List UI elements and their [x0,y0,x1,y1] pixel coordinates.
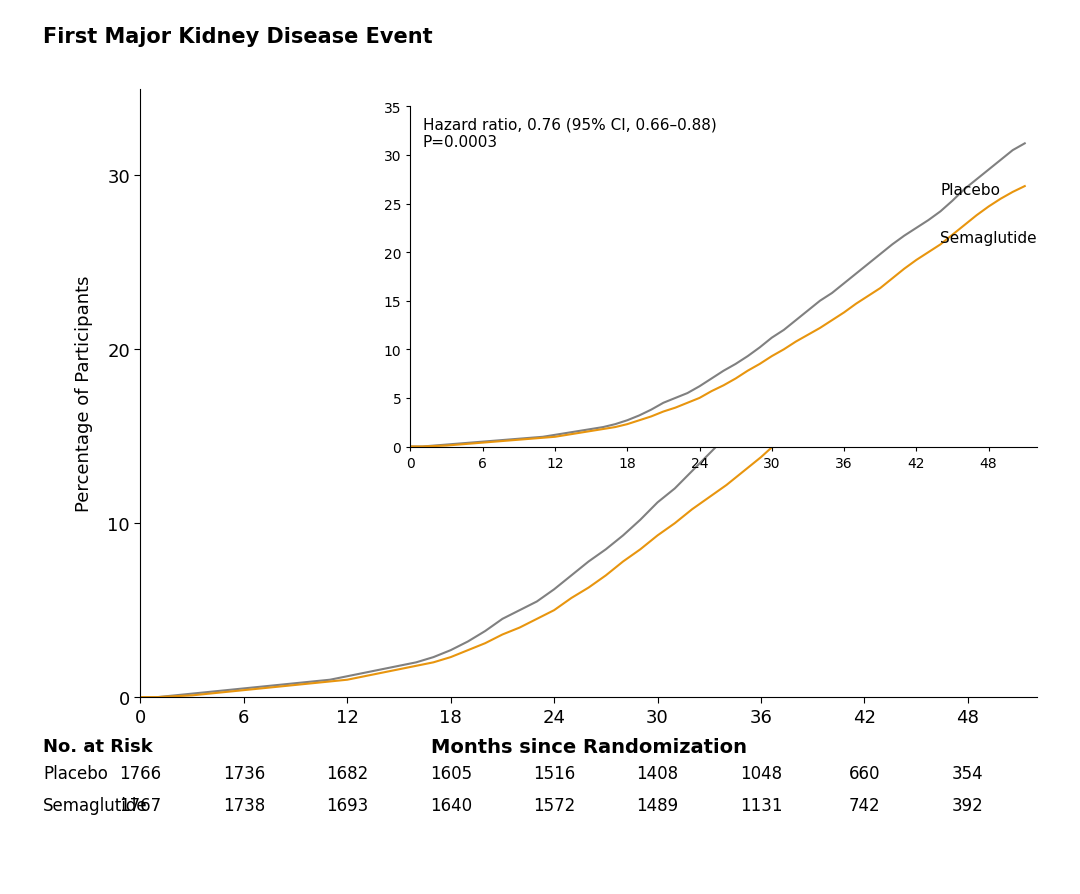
Text: Semaglutide: Semaglutide [941,232,1037,246]
X-axis label: Months since Randomization: Months since Randomization [431,737,746,755]
Text: Placebo: Placebo [941,182,1000,198]
Text: Semaglutide: Semaglutide [43,796,148,814]
Text: 1048: 1048 [740,764,782,782]
Text: 1682: 1682 [326,764,368,782]
Text: 392: 392 [951,796,984,814]
Text: 354: 354 [953,764,984,782]
Text: 1605: 1605 [430,764,472,782]
Text: Hazard ratio, 0.76 (95% CI, 0.66–0.88)
P=0.0003: Hazard ratio, 0.76 (95% CI, 0.66–0.88) P… [423,117,717,150]
Text: 1516: 1516 [534,764,576,782]
Text: 1738: 1738 [222,796,265,814]
Text: 1131: 1131 [740,796,782,814]
Text: 1767: 1767 [119,796,162,814]
Text: 660: 660 [849,764,880,782]
Text: 1736: 1736 [222,764,265,782]
Text: 1572: 1572 [534,796,576,814]
Y-axis label: Percentage of Participants: Percentage of Participants [76,275,93,511]
Text: 1489: 1489 [636,796,678,814]
Text: No. at Risk: No. at Risk [43,738,153,755]
Text: 1408: 1408 [636,764,678,782]
Text: 1640: 1640 [430,796,472,814]
Text: 1766: 1766 [119,764,162,782]
Text: First Major Kidney Disease Event: First Major Kidney Disease Event [43,27,433,46]
Text: 1693: 1693 [326,796,368,814]
Text: Placebo: Placebo [43,764,108,782]
Text: 742: 742 [849,796,880,814]
